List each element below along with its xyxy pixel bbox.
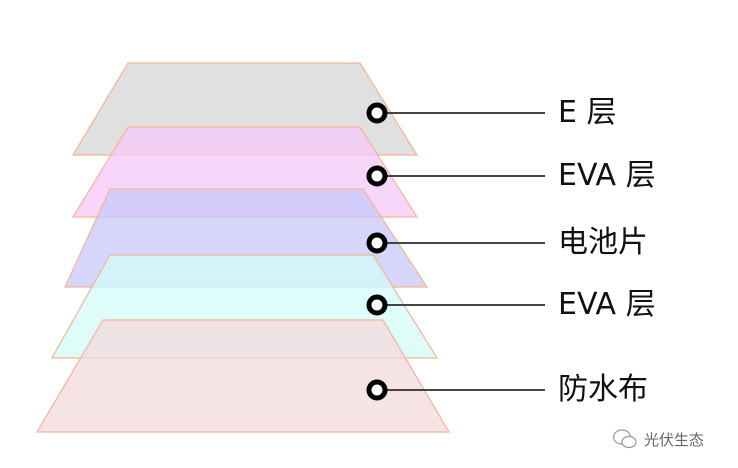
pointer-dot-4 (366, 294, 388, 316)
label-layer-3: 电池片 (558, 225, 648, 260)
label-layer-4: EVA 层 (558, 287, 656, 322)
label-layer-1: E 层 (558, 95, 617, 130)
pointer-dot-1 (366, 102, 388, 124)
pointer-dot-2 (366, 165, 388, 187)
wechat-icon (612, 429, 637, 449)
watermark: 光伏生态 (612, 428, 704, 450)
label-layer-2: EVA 层 (558, 158, 656, 193)
label-layer-5: 防水布 (558, 372, 648, 407)
layer-5-sheet (35, 319, 451, 433)
pointer-dot-5 (366, 379, 388, 401)
watermark-text: 光伏生态 (644, 430, 705, 449)
pointer-dot-3 (366, 232, 388, 254)
